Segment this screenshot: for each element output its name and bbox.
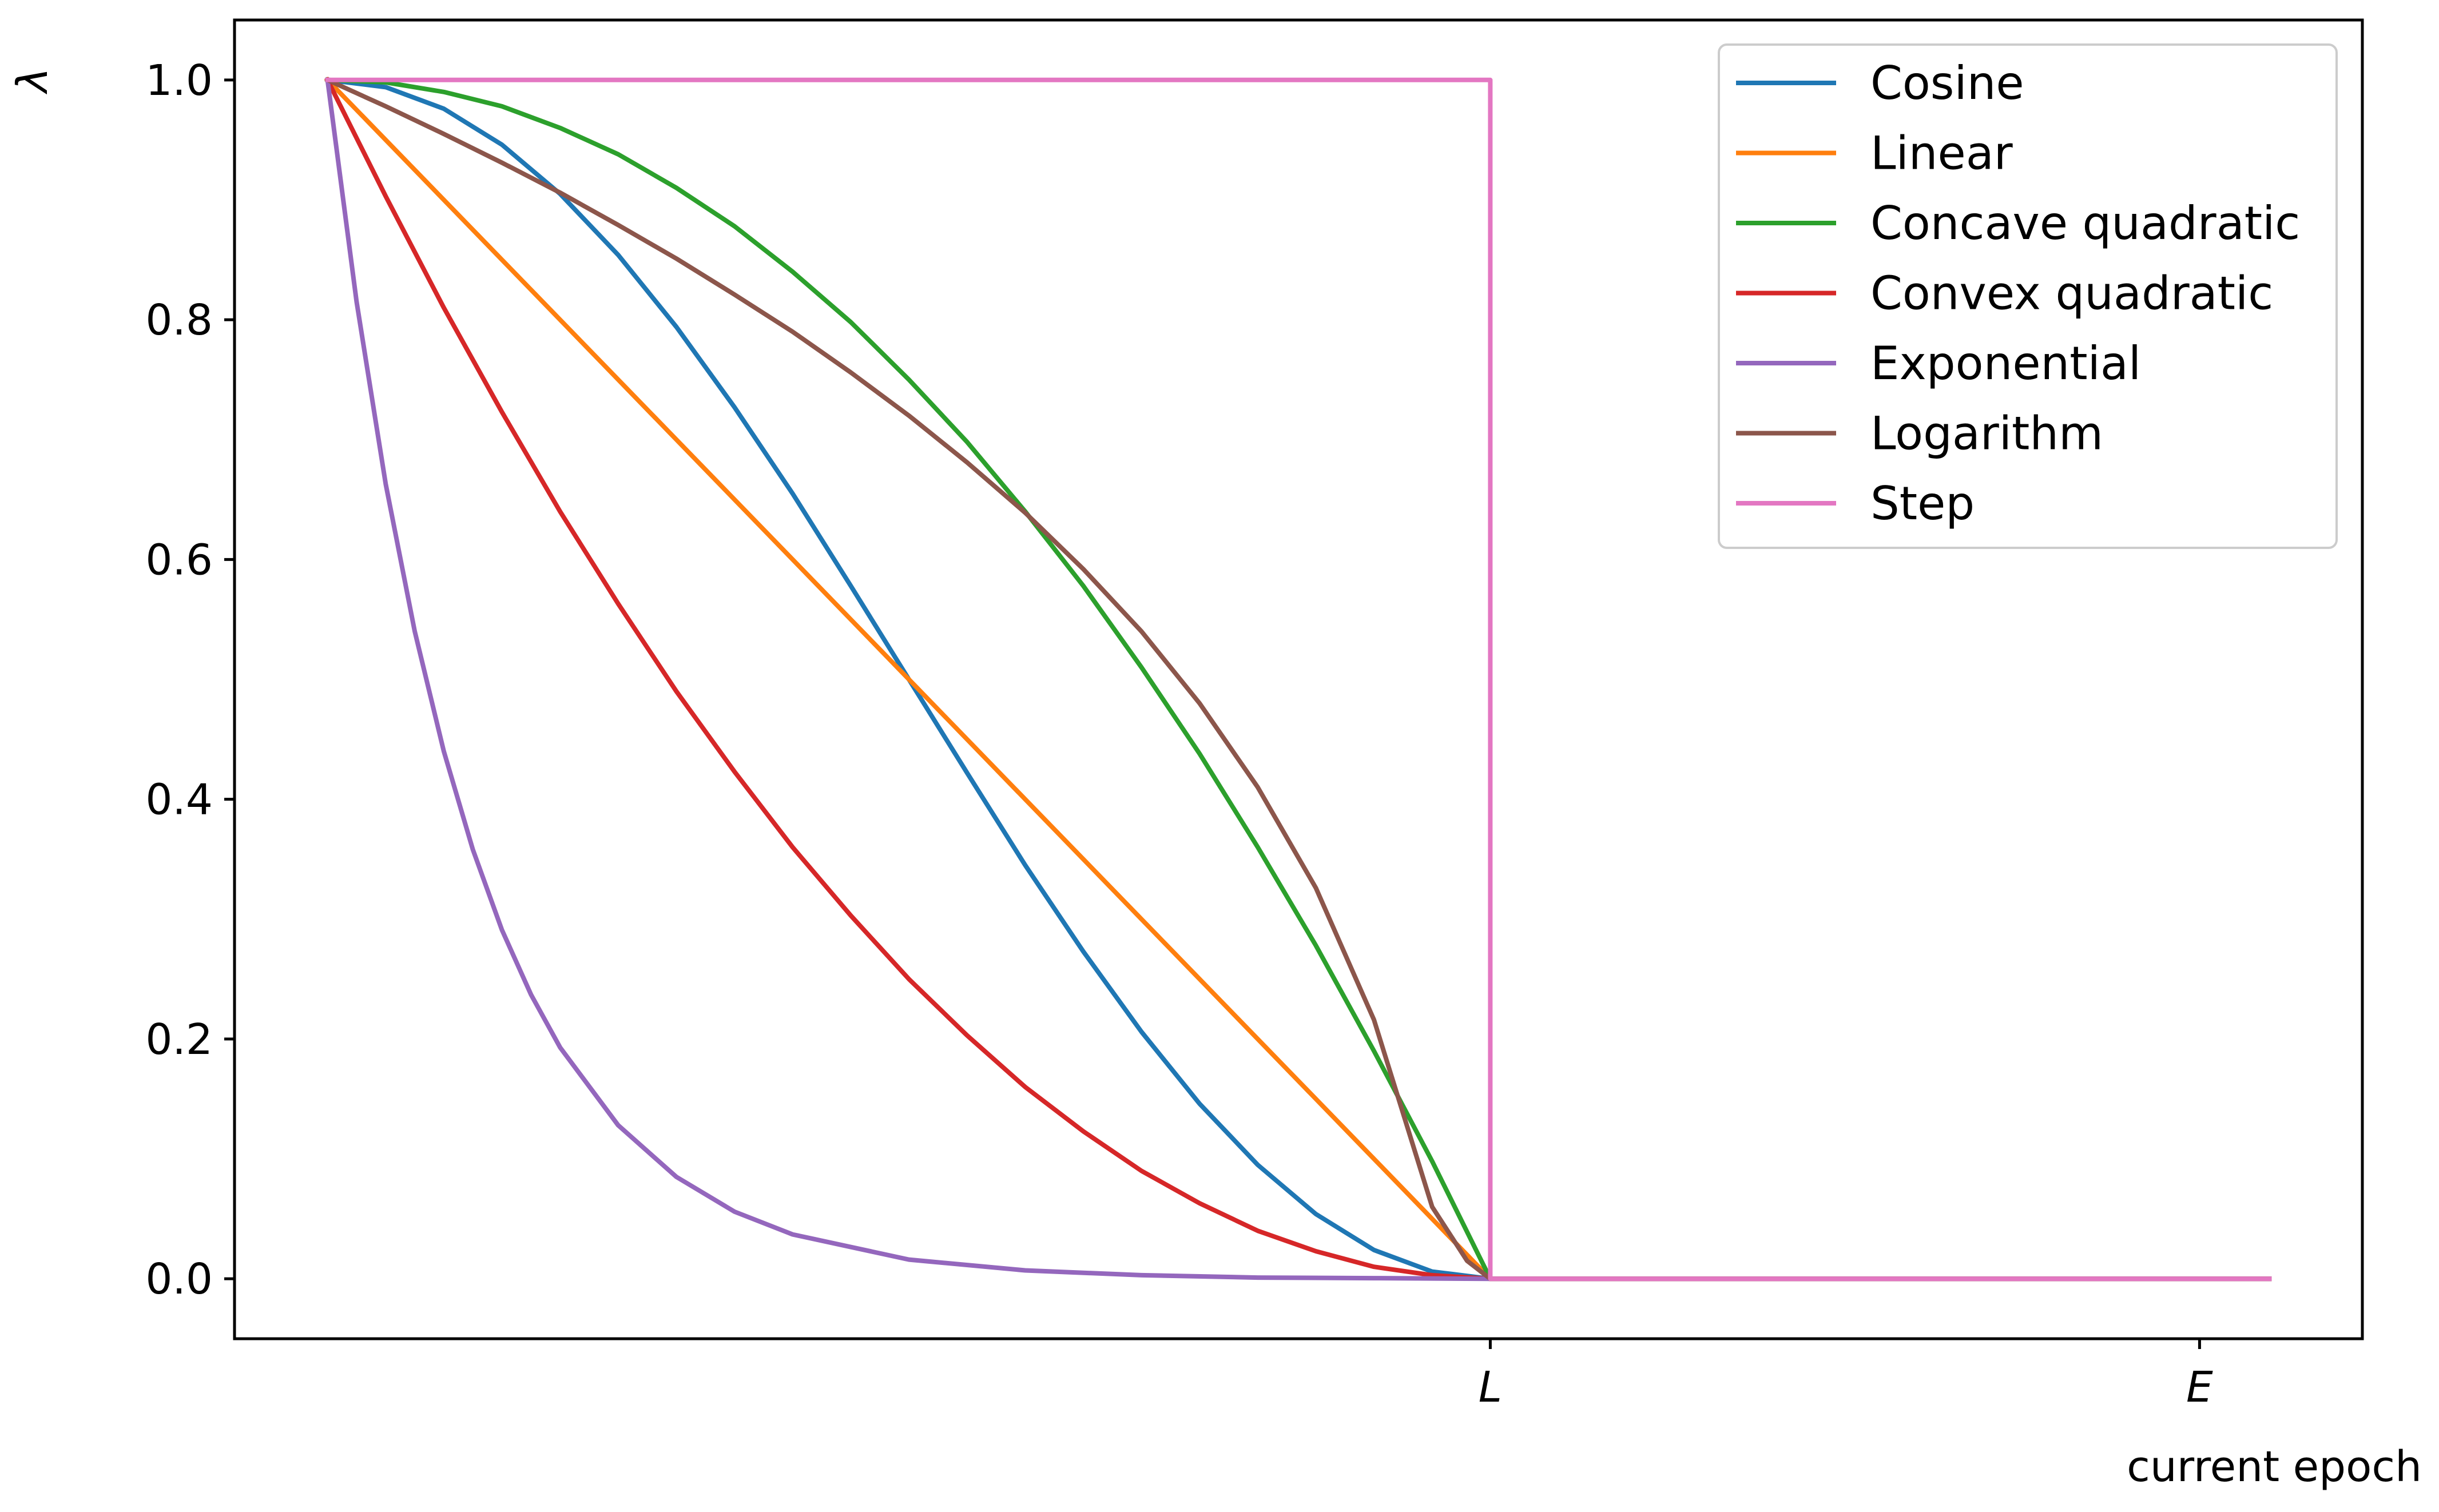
- y-axis-label: λ: [8, 67, 57, 95]
- series-line-logarithm: [324, 77, 2272, 1282]
- series-line-exponential: [325, 77, 2272, 1282]
- y-tick-label: 0.0: [145, 1255, 213, 1304]
- x-tick-label-l: L: [1479, 1363, 1502, 1412]
- series-line-convex-quadratic: [324, 77, 2272, 1282]
- axes-frame: [233, 18, 2364, 1340]
- legend-label-concave-quadratic: Concave quadratic: [1870, 197, 2300, 250]
- legend: Cosine Linear Concave quadratic Convex quad…: [1718, 43, 2338, 549]
- y-tick-label: 0.2: [145, 1015, 213, 1064]
- y-tick-label: 1.0: [145, 56, 213, 105]
- legend-label-exponential: Exponential: [1870, 337, 2141, 390]
- series-line-concave-quadratic: [325, 77, 2272, 1282]
- legend-items: Cosine Linear Concave quadratic Convex quad…: [1736, 57, 2300, 530]
- legend-label-convex-quadratic: Convex quadratic: [1870, 267, 2273, 320]
- legend-label-linear: Linear: [1870, 127, 2013, 180]
- legend-label-cosine: Cosine: [1870, 57, 2024, 110]
- y-axis-ticks: 0.0 0.2 0.4 0.6 0.8 1.0: [145, 56, 235, 1304]
- legend-label-step: Step: [1870, 477, 1975, 530]
- x-tick-label-e: E: [2186, 1363, 2213, 1412]
- plot-lines: [324, 77, 2272, 1282]
- series-line-cosine: [325, 77, 2272, 1282]
- y-tick-label: 0.6: [145, 535, 213, 584]
- y-tick-label: 0.8: [145, 296, 213, 345]
- x-axis-label: current epoch: [2127, 1442, 2422, 1491]
- y-tick-label: 0.4: [145, 775, 213, 825]
- series-line-step: [325, 77, 2272, 1282]
- legend-box: [1718, 43, 2338, 549]
- legend-label-logarithm: Logarithm: [1870, 407, 2103, 460]
